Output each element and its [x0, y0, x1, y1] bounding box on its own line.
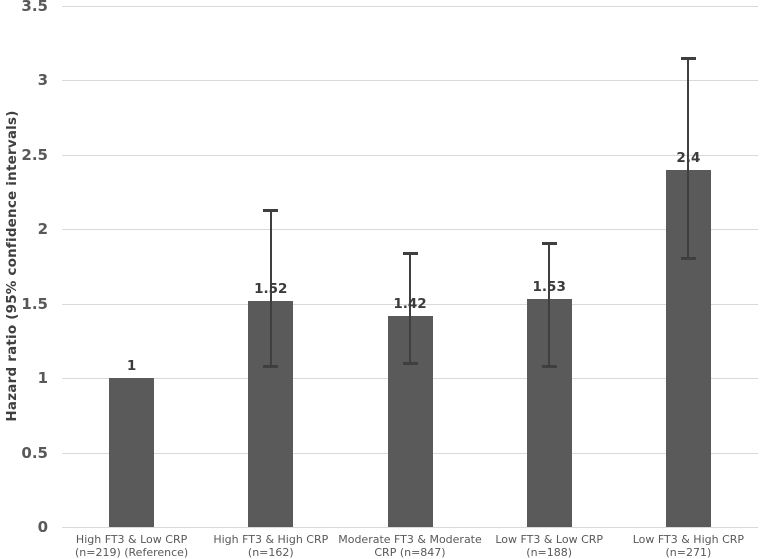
x-category-label-line: CRP (n=847)	[374, 546, 446, 559]
gridline-2.5	[62, 154, 758, 156]
x-category-label-line: (n=219) (Reference)	[74, 546, 189, 559]
x-category-label-line: (n=271)	[665, 546, 712, 559]
x-category-label-line: Low FT3 & Low CRP	[495, 533, 604, 546]
y-tick-label-0.5: 0.5	[21, 443, 48, 462]
error-bar-cap-bottom-4	[541, 365, 557, 369]
error-bar-line-2	[269, 209, 272, 367]
y-tick-label-3.5: 3.5	[21, 0, 48, 15]
bar-value-label-2: 1.52	[254, 280, 288, 297]
y-tick-label-1.5: 1.5	[21, 294, 48, 313]
error-bar-line-3	[409, 253, 411, 364]
bar-value-label-4: 1.53	[532, 279, 566, 296]
error-bar-line-4	[548, 242, 551, 367]
gridline-3	[62, 80, 758, 82]
error-bar-cap-top-5	[680, 57, 696, 61]
x-category-label-3: Moderate FT3 & Moderate CRP (n=847)	[335, 533, 485, 559]
error-bar-cap-top-4	[541, 241, 557, 245]
gridline-3.5	[62, 6, 758, 7]
error-bar-cap-bottom-3	[402, 362, 418, 366]
y-tick-label-1: 1	[37, 369, 48, 388]
bar-value-label-1: 1	[126, 358, 137, 375]
x-category-label-line: High FT3 & Low CRP	[75, 533, 188, 546]
y-tick-label-2.5: 2.5	[21, 145, 48, 164]
error-bar-cap-bottom-2	[263, 365, 279, 369]
error-bar-cap-bottom-5	[680, 256, 696, 260]
gridline-2	[62, 229, 758, 231]
x-category-label-line: (n=162)	[247, 546, 294, 559]
bar-value-label-5: 2.4	[676, 149, 701, 166]
x-category-label-4: Low FT3 & Low CRP (n=188)	[474, 533, 624, 559]
x-category-label-1: High FT3 & Low CRP (n=219) (Reference)	[57, 533, 207, 559]
y-tick-label-0: 0	[37, 518, 48, 536]
x-category-label-line: Low FT3 & High CRP	[632, 533, 745, 546]
y-tick-label-2: 2	[37, 220, 48, 239]
bar-1	[109, 378, 155, 527]
x-category-label-line: High FT3 & High CRP	[213, 533, 329, 546]
error-bar-line-5	[687, 58, 690, 258]
x-category-label-line: Moderate FT3 & Moderate	[338, 533, 482, 546]
y-tick-label-3: 3	[37, 71, 48, 90]
error-bar-cap-top-2	[263, 208, 279, 212]
x-category-label-line: (n=188)	[526, 546, 573, 559]
x-category-label-2: High FT3 & High CRP (n=162)	[196, 533, 346, 559]
bar-value-label-3: 1.42	[393, 295, 427, 312]
error-bar-cap-top-3	[402, 252, 418, 256]
x-category-label-5: Low FT3 & High CRP (n=271)	[613, 533, 762, 559]
gridline-0	[62, 527, 758, 528]
